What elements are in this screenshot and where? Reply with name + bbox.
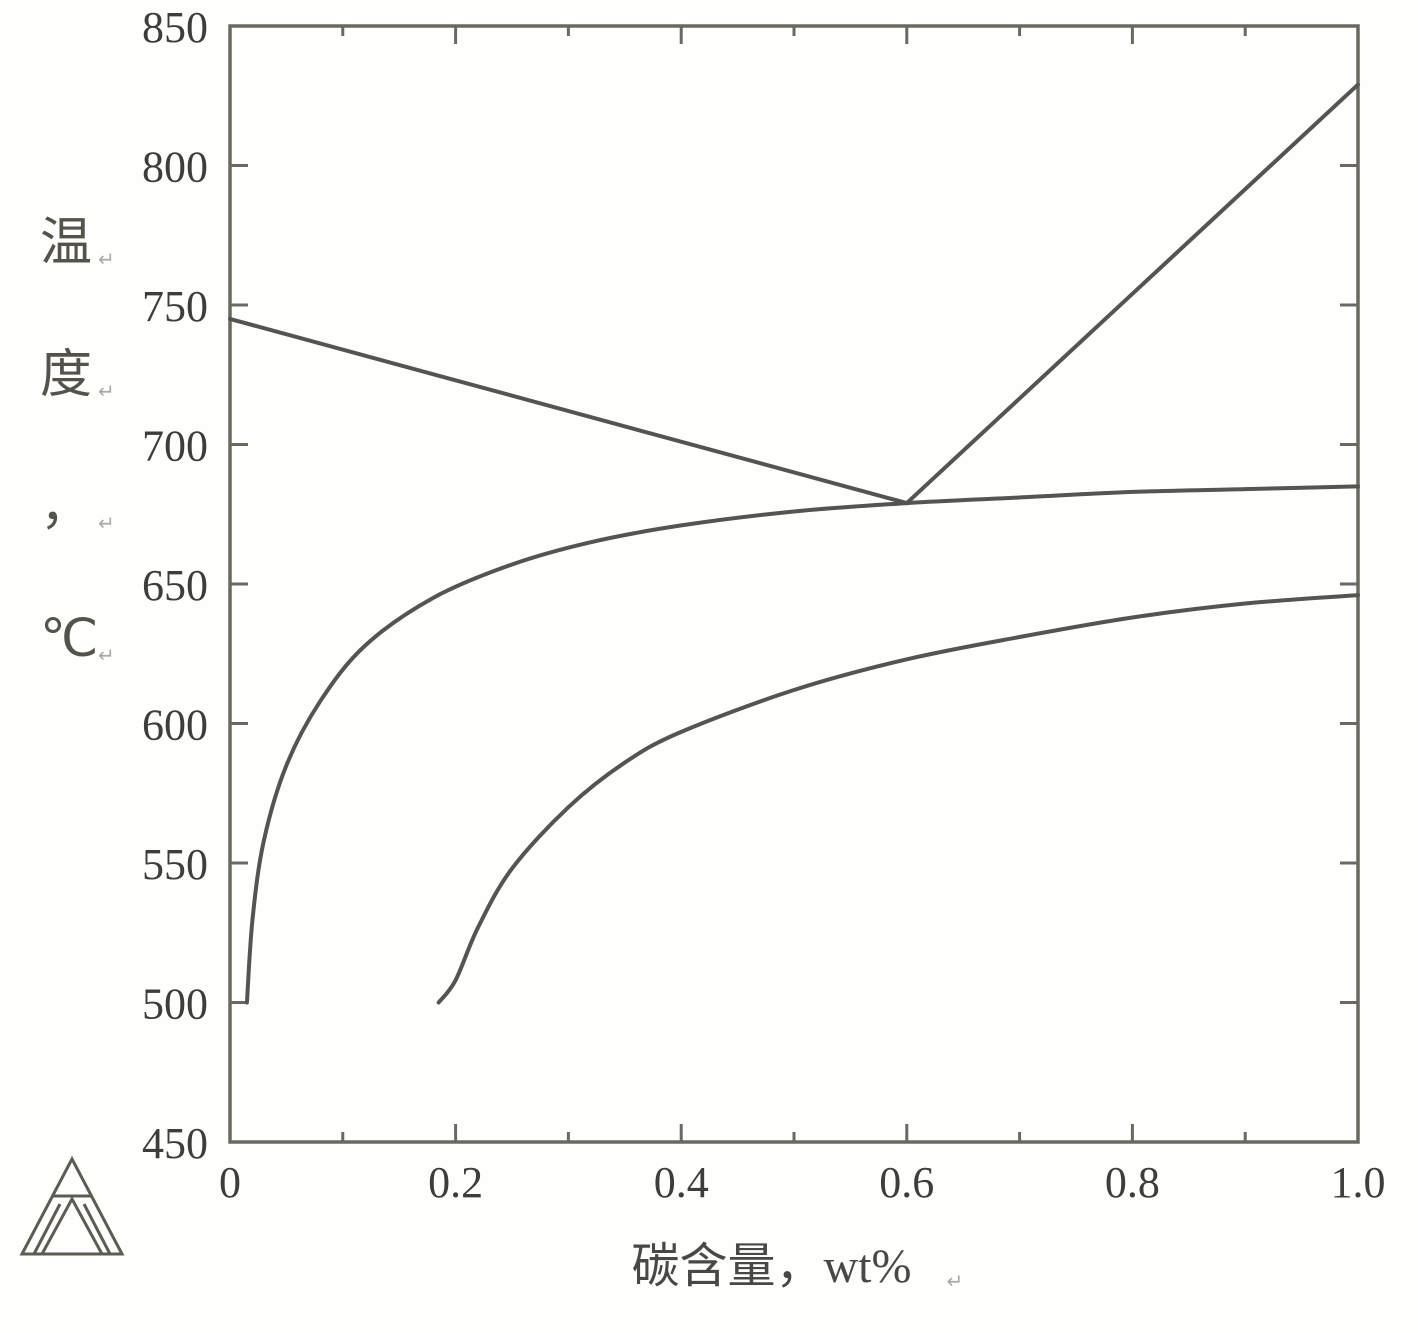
y-tick-label: 700: [142, 422, 208, 471]
y-tick-label: 550: [142, 840, 208, 889]
chart-page: 0 0.2 0.4 0.6 0.8 1.0 450 500 550 600 650 700 750 800…: [0, 0, 1418, 1333]
return-glyph: ↵: [98, 249, 115, 271]
y-axis-title-char: ℃: [40, 611, 98, 668]
curve-lower-curve: [439, 595, 1358, 1002]
y-tick-label: 800: [142, 143, 208, 192]
return-glyph: ↵: [946, 1271, 963, 1293]
x-tick-label: 0.8: [1105, 1158, 1160, 1207]
y-tick-label: 750: [142, 282, 208, 331]
return-glyph: ↵: [98, 513, 115, 535]
plot-border: [230, 26, 1358, 1142]
thermocalc-logo-icon: [22, 1159, 122, 1254]
y-axis-title-char: 温: [40, 215, 92, 272]
curve-upper-right-line: [907, 85, 1358, 504]
curve-acm-curve: [247, 486, 1358, 1002]
y-axis-title-char: ，: [40, 479, 92, 536]
x-axis-title: 碳含量，wt%: [631, 1240, 911, 1293]
y-tick-label: 500: [142, 980, 208, 1029]
y-tick-label: 650: [142, 561, 208, 610]
x-tick-label: 0.6: [879, 1158, 934, 1207]
return-glyph: ↵: [98, 645, 115, 667]
y-tick-label: 450: [142, 1119, 208, 1168]
y-tick-label: 850: [142, 3, 208, 52]
x-tick-label: 0: [219, 1158, 241, 1207]
return-glyph: ↵: [98, 381, 115, 403]
x-tick-label: 0.2: [428, 1158, 483, 1207]
y-axis-title-char: 度: [40, 347, 92, 404]
x-tick-label: 0.4: [654, 1158, 709, 1207]
y-tick-label: 600: [142, 701, 208, 750]
curve-upper-left-line: [230, 319, 907, 503]
phase-diagram-chart: 0 0.2 0.4 0.6 0.8 1.0 450 500 550 600 650 700 750 800…: [0, 0, 1418, 1333]
x-tick-label: 1.0: [1331, 1158, 1386, 1207]
